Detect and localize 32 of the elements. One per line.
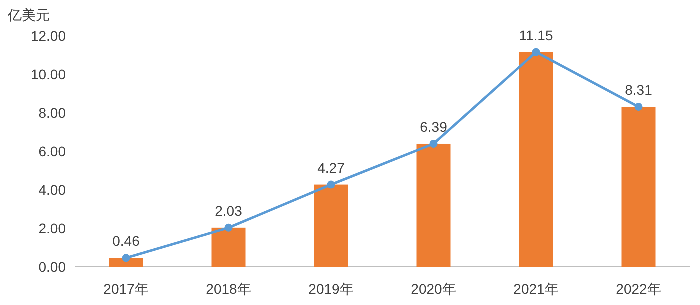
bar xyxy=(212,228,246,267)
y-tick-label: 2.00 xyxy=(38,220,66,236)
y-tick-label: 12.00 xyxy=(30,28,66,44)
bar xyxy=(519,52,554,267)
x-tick-label: 2021年 xyxy=(514,281,559,297)
bar xyxy=(109,258,144,267)
x-tick-label: 2018年 xyxy=(206,281,252,297)
data-label: 6.39 xyxy=(420,118,448,135)
x-tick-label: 2017年 xyxy=(104,281,149,297)
y-axis-title: 亿美元 xyxy=(7,7,50,23)
data-label: 2.03 xyxy=(215,202,243,219)
y-tick-label: 0.00 xyxy=(38,259,66,275)
y-tick-label: 10.00 xyxy=(30,66,66,82)
bar xyxy=(314,184,348,267)
data-label: 4.27 xyxy=(318,160,346,176)
data-label: 11.15 xyxy=(519,27,554,44)
data-label: 0.46 xyxy=(112,233,140,250)
x-tick-label: 2019年 xyxy=(308,281,354,297)
y-tick-label: 6.00 xyxy=(38,144,66,160)
point xyxy=(634,103,643,112)
bar xyxy=(622,107,656,267)
data-label: 8.31 xyxy=(625,82,653,98)
point xyxy=(532,48,540,56)
bar xyxy=(416,144,451,267)
x-tick-label: 2022年 xyxy=(616,281,662,297)
point xyxy=(327,180,336,189)
point xyxy=(122,254,130,262)
x-tick-label: 2020年 xyxy=(411,281,456,297)
y-tick-label: 4.00 xyxy=(38,182,66,198)
y-tick-label: 8.00 xyxy=(38,105,66,121)
point xyxy=(224,224,233,232)
point xyxy=(430,140,438,148)
